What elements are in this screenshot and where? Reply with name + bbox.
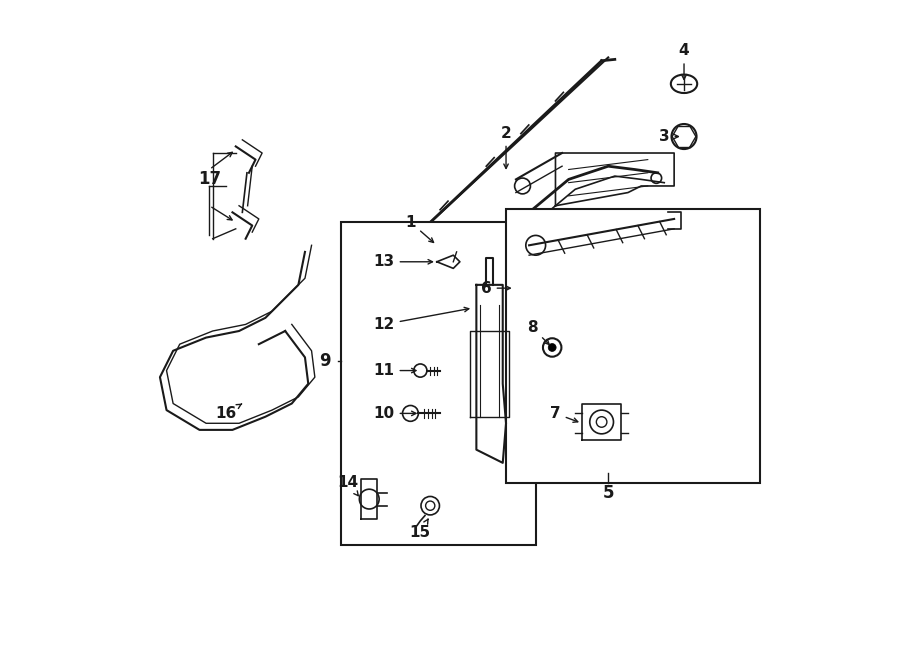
Text: 6: 6 xyxy=(481,281,510,296)
Text: 7: 7 xyxy=(550,406,578,422)
Text: 10: 10 xyxy=(374,406,416,421)
Bar xyxy=(341,222,536,545)
Text: 4: 4 xyxy=(679,43,689,79)
Text: 9: 9 xyxy=(319,352,330,369)
Text: 12: 12 xyxy=(374,307,469,332)
Text: 2: 2 xyxy=(500,126,511,168)
Text: 11: 11 xyxy=(374,363,416,378)
Text: 16: 16 xyxy=(215,404,242,421)
Text: 15: 15 xyxy=(410,519,431,540)
Text: 5: 5 xyxy=(602,483,614,502)
Text: 8: 8 xyxy=(527,320,549,344)
Text: 3: 3 xyxy=(659,129,679,144)
Circle shape xyxy=(548,344,556,352)
Bar xyxy=(506,209,760,483)
Text: 1: 1 xyxy=(405,214,434,242)
Text: 13: 13 xyxy=(374,254,433,269)
Text: 17: 17 xyxy=(198,170,220,189)
Text: 14: 14 xyxy=(338,475,358,496)
